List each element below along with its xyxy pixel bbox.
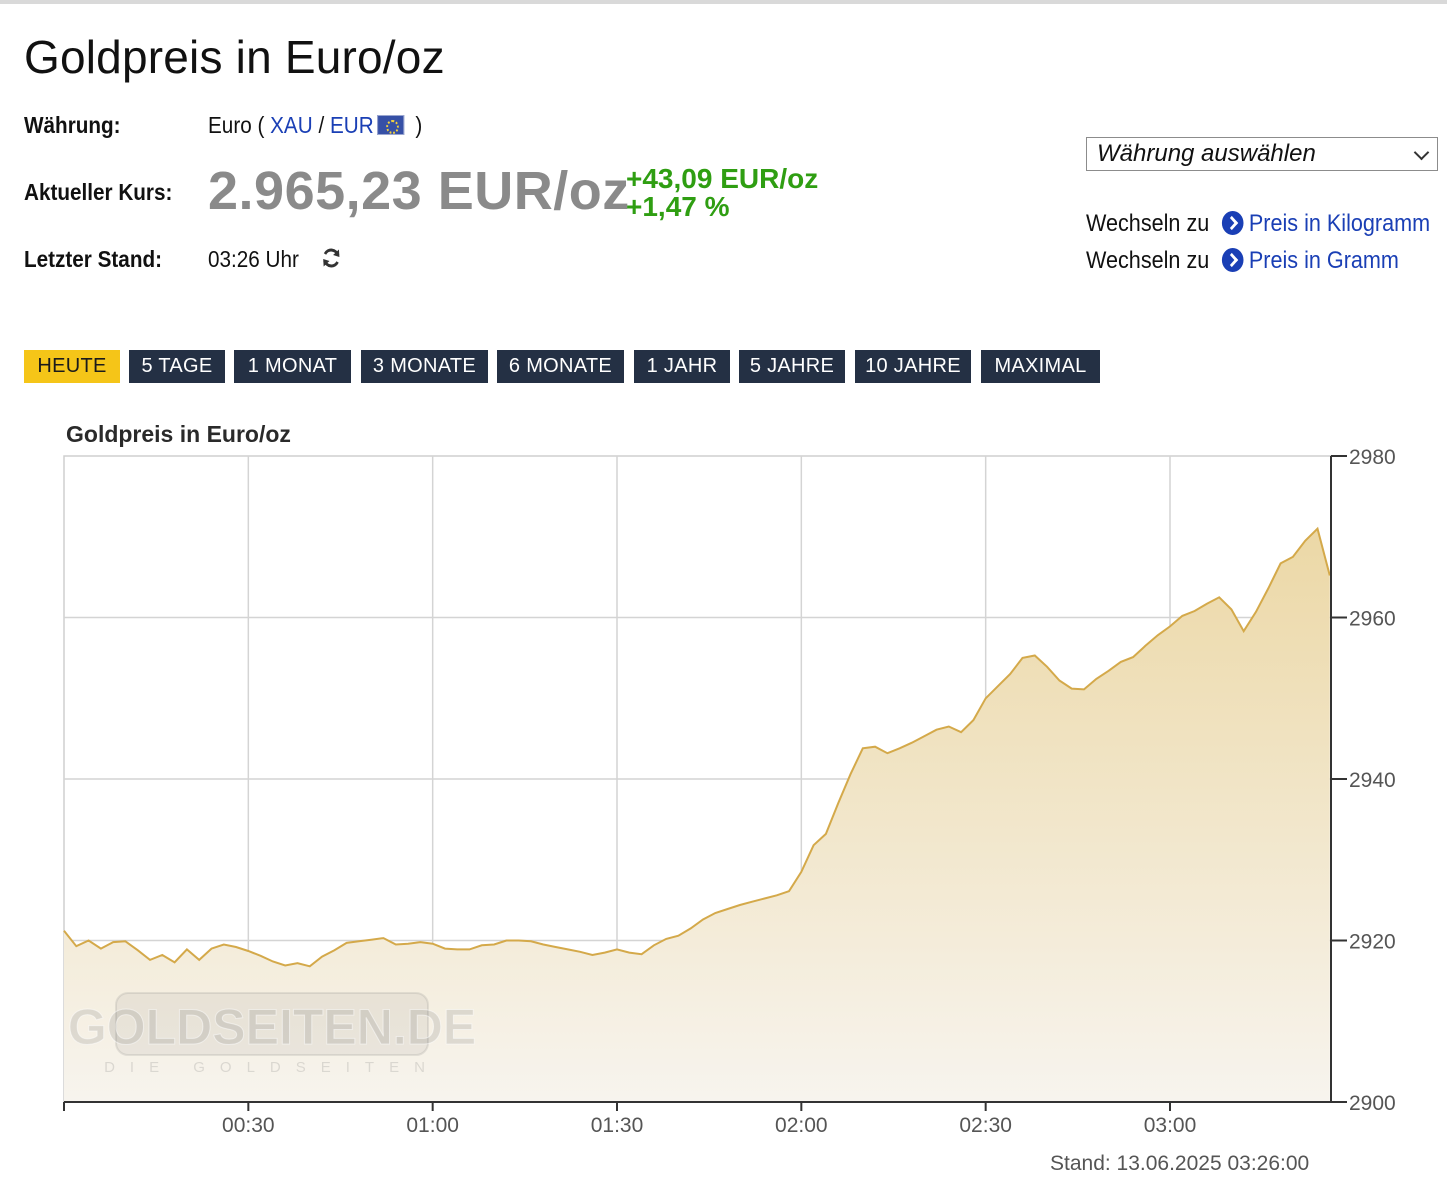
eur-link[interactable]: EUR	[329, 112, 374, 138]
xau-link[interactable]: XAU	[270, 112, 313, 138]
y-tick-label: 2960	[1349, 608, 1396, 631]
range-tab-1-jahr[interactable]: 1 JAHR	[634, 350, 730, 383]
switch-row-gramm: Wechseln zu Preis in Gramm	[1086, 247, 1399, 275]
stand-label: Letzter Stand:	[24, 246, 163, 272]
eu-flag-icon	[377, 115, 405, 135]
price-area	[64, 528, 1330, 1102]
currency-select-label: Währung auswählen	[1097, 140, 1316, 167]
y-tick-label: 2940	[1349, 769, 1396, 792]
x-tick-label: 00:30	[222, 1114, 275, 1137]
switch-prefix: Wechseln zu	[1086, 210, 1210, 237]
x-tick-label: 02:00	[775, 1114, 828, 1137]
range-tab-3-monate[interactable]: 3 MONATE	[361, 350, 488, 383]
watermark-logo: GOLDSEITEN.DE	[68, 999, 476, 1055]
stand-value-wrap: 03:26 Uhr	[208, 246, 342, 276]
watermark-subtitle: DIE GOLDSEITEN	[104, 1059, 440, 1076]
stand-value: 03:26 Uhr	[208, 246, 299, 272]
page-title: Goldpreis in Euro/oz	[24, 31, 445, 83]
x-tick-label: 02:30	[959, 1114, 1012, 1137]
waehrung-prefix: Euro (	[208, 112, 265, 138]
watermark-badge	[115, 992, 429, 1056]
kurs-label: Aktueller Kurs:	[24, 179, 173, 205]
range-tab-5-tage[interactable]: 5 TAGE	[129, 350, 225, 383]
top-rule	[0, 0, 1447, 4]
chevron-right-circle-icon[interactable]	[1221, 211, 1244, 235]
range-tab-1-monat[interactable]: 1 MONAT	[234, 350, 351, 383]
x-tick-label: 03:00	[1144, 1114, 1197, 1137]
chevron-down-icon	[1413, 144, 1430, 161]
x-tick-label: 01:30	[591, 1114, 644, 1137]
range-tab-10-jahre[interactable]: 10 JAHRE	[855, 350, 971, 383]
refresh-icon[interactable]	[321, 246, 343, 276]
range-tab-maximal[interactable]: MAXIMAL	[981, 350, 1100, 383]
chart-title: Goldpreis in Euro/oz	[66, 421, 291, 447]
chart-stand-footer: Stand: 13.06.2025 03:26:00	[1050, 1152, 1310, 1175]
y-tick-label: 2980	[1349, 446, 1396, 469]
change-percent: +1,47 %	[626, 191, 730, 222]
switch-row-kilogramm: Wechseln zu Preis in Kilogramm	[1086, 210, 1430, 238]
currency-select[interactable]: Währung auswählen	[1086, 137, 1438, 171]
range-tab-5-jahre[interactable]: 5 JAHRE	[739, 350, 845, 383]
range-tab-6-monate[interactable]: 6 MONATE	[497, 350, 624, 383]
change-absolute: +43,09 EUR/oz	[626, 163, 819, 194]
y-tick-label: 2920	[1349, 931, 1396, 954]
slash-separator: /	[318, 112, 325, 138]
chevron-right-circle-icon[interactable]	[1221, 248, 1244, 272]
waehrung-label: Währung:	[24, 112, 121, 138]
range-tab-heute[interactable]: HEUTE	[24, 350, 120, 383]
price-line	[63, 526, 1331, 968]
x-tick-label: 01:00	[406, 1114, 459, 1137]
link-preis-gramm[interactable]: Preis in Gramm	[1248, 247, 1399, 274]
price-chart: GOLDSEITEN.DE DIE GOLDSEITEN 00:30 01:00 01…	[63, 446, 1396, 1137]
switch-prefix: Wechseln zu	[1086, 247, 1210, 274]
current-price: 2.965,23 EUR/oz	[208, 161, 630, 221]
waehrung-suffix: )	[415, 112, 423, 138]
y-tick-label: 2900	[1349, 1092, 1396, 1115]
waehrung-value: Euro ( XAU / EUR )	[208, 112, 422, 139]
link-preis-kilogramm[interactable]: Preis in Kilogramm	[1248, 210, 1431, 237]
